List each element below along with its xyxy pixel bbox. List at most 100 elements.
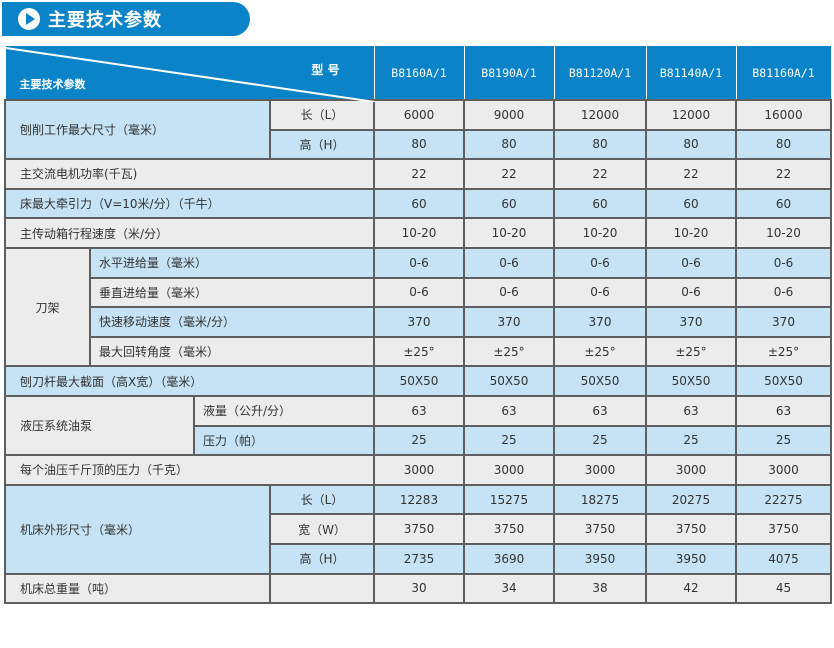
- value-cell: 22: [463, 158, 555, 190]
- value-cell: 22: [373, 158, 465, 190]
- param-label: 机床总重量（吨）: [4, 572, 271, 605]
- value-cell: 22: [735, 158, 832, 190]
- value-cell: ±25°: [463, 335, 555, 368]
- param-label: 刨刀杆最大截面（高X宽）（毫米）: [4, 365, 375, 397]
- table-row: 主交流电机功率(千瓦) 22 22 22 22 22: [4, 158, 832, 190]
- value-cell: 12283: [373, 483, 465, 516]
- group-label: 机床外形尺寸（毫米）: [4, 483, 271, 575]
- sub-label: 最大回转角度（毫米）: [89, 335, 375, 368]
- value-cell: 3750: [463, 513, 555, 545]
- param-label: 床最大牵引力（V=10米/分）（千牛）: [4, 187, 375, 220]
- value-cell: ±25°: [735, 335, 832, 368]
- table-row: 刀架 水平进给量（毫米） 0-6 0-6 0-6 0-6 0-6: [4, 246, 832, 368]
- value-cell: 80: [735, 128, 832, 161]
- table-row: 机床总重量（吨） 30 34 38 42 45: [4, 572, 832, 605]
- value-cell: 16000: [735, 99, 832, 131]
- section-title: 主要技术参数: [48, 10, 162, 31]
- model-label: 型 号: [311, 63, 340, 77]
- sub-label: 垂直进给量（毫米）: [89, 276, 375, 309]
- table-row: 床最大牵引力（V=10米/分）（千牛） 60 60 60 60 60: [4, 187, 832, 220]
- param-label: 主交流电机功率(千瓦): [4, 158, 375, 190]
- value-cell: 50X50: [553, 365, 647, 397]
- value-cell: 60: [735, 187, 832, 220]
- value-cell: 10-20: [553, 217, 647, 249]
- value-cell: 0-6: [735, 276, 832, 309]
- value-cell: 370: [463, 306, 555, 338]
- value-cell: 63: [373, 394, 465, 427]
- table-row: 压力（帕） 25 25 25 25 25: [5, 424, 832, 457]
- value-cell: 10-20: [463, 217, 555, 249]
- play-circle-icon: [18, 8, 40, 30]
- value-cell: 370: [645, 306, 737, 338]
- value-cell: 2735: [373, 542, 465, 575]
- value-cell: 3950: [553, 542, 647, 575]
- value-cell: 10-20: [373, 217, 465, 249]
- value-cell: 63: [463, 394, 555, 427]
- value-cell: 63: [645, 394, 737, 427]
- value-cell: 25: [463, 424, 555, 457]
- sub-label: 宽（W）: [269, 513, 375, 545]
- value-cell: 50X50: [735, 365, 832, 397]
- value-cell: 80: [645, 128, 737, 161]
- value-cell: 60: [553, 187, 647, 220]
- value-cell: 25: [735, 424, 832, 457]
- sub-label: 压力（帕）: [193, 424, 375, 457]
- sub-label: 液量（公升/分）: [193, 394, 375, 427]
- value-cell: 38: [553, 572, 647, 605]
- value-cell: 3000: [645, 454, 737, 486]
- value-cell: 25: [373, 424, 465, 457]
- value-cell: 370: [735, 306, 832, 338]
- value-cell: 3000: [553, 454, 647, 486]
- value-cell: 3000: [463, 454, 555, 486]
- value-cell: 370: [553, 306, 647, 338]
- value-cell: 3000: [373, 454, 465, 486]
- value-cell: 22275: [735, 483, 832, 516]
- group-label: 刀架: [4, 246, 91, 368]
- value-cell: 3950: [645, 542, 737, 575]
- value-cell: 3750: [553, 513, 647, 545]
- value-cell: 0-6: [373, 246, 465, 279]
- value-cell: 10-20: [735, 217, 832, 249]
- value-cell: ±25°: [553, 335, 647, 368]
- value-cell: 0-6: [645, 246, 737, 279]
- value-cell: 10-20: [645, 217, 737, 249]
- value-cell: 3750: [645, 513, 737, 545]
- table-row: 高（H） 80 80 80 80 80: [5, 128, 832, 161]
- value-cell: 60: [373, 187, 465, 220]
- sub-label: 高（H）: [269, 128, 375, 161]
- table-row: 最大回转角度（毫米） ±25° ±25° ±25° ±25° ±25°: [5, 335, 832, 368]
- value-cell: 3690: [463, 542, 555, 575]
- value-cell: 370: [373, 306, 465, 338]
- value-cell: 50X50: [645, 365, 737, 397]
- value-cell: 6000: [373, 99, 465, 131]
- table-row: 高（H） 2735 3690 3950 3950 4075: [5, 542, 832, 575]
- model-header: B8160A/1: [373, 46, 465, 100]
- value-cell: ±25°: [373, 335, 465, 368]
- value-cell: 0-6: [553, 276, 647, 309]
- value-cell: 25: [553, 424, 647, 457]
- value-cell: 18275: [553, 483, 647, 516]
- table-row: 每个油压千斤顶的压力（千克） 3000 3000 3000 3000 3000: [4, 454, 832, 486]
- value-cell: 22: [553, 158, 647, 190]
- sub-label: 高（H）: [269, 542, 375, 575]
- table-row: 主传动箱行程速度（米/分） 10-20 10-20 10-20 10-20 10-20: [4, 217, 832, 249]
- empty-cell: [269, 572, 375, 605]
- value-cell: 30: [373, 572, 465, 605]
- param-label: 每个油压千斤顶的压力（千克）: [4, 454, 375, 486]
- sub-label: 水平进给量（毫米）: [89, 246, 375, 279]
- model-header: B81140A/1: [645, 46, 737, 100]
- value-cell: ±25°: [645, 335, 737, 368]
- value-cell: 0-6: [463, 246, 555, 279]
- group-label: 刨削工作最大尺寸（毫米）: [4, 98, 271, 161]
- model-header: B81120A/1: [553, 46, 647, 100]
- value-cell: 22: [645, 158, 737, 190]
- model-header: B81160A/1: [735, 46, 832, 100]
- value-cell: 3750: [373, 513, 465, 545]
- value-cell: 0-6: [645, 276, 737, 309]
- value-cell: 0-6: [373, 276, 465, 309]
- model-header: B8190A/1: [463, 46, 555, 100]
- corner-header: 型 号 主要技术参数: [4, 46, 375, 102]
- value-cell: 80: [463, 128, 555, 161]
- value-cell: 63: [735, 394, 832, 427]
- value-cell: 50X50: [373, 365, 465, 397]
